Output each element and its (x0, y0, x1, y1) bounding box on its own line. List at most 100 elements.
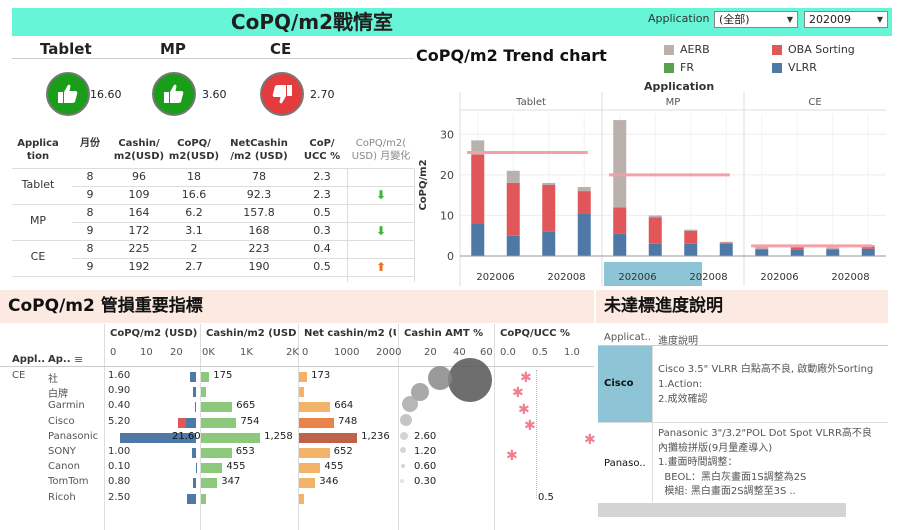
copq-bar (192, 387, 196, 398)
table-row-divider (72, 186, 414, 187)
copq-bar (193, 478, 196, 489)
net-cashin-bar (299, 372, 308, 382)
horizontal-scrollbar[interactable] (598, 503, 846, 517)
indicator-header-divider (0, 366, 594, 367)
thumbs-up-icon (58, 84, 78, 103)
period-filter-dropdown[interactable]: 202009 ▼ (804, 11, 888, 28)
copq-value: 0.10 (108, 461, 131, 473)
sort-icon[interactable]: ≡ (74, 353, 84, 366)
indicator-col-divider (298, 324, 299, 530)
trend-chart: CoPQ/m2 0 10 20 30 Tablet 202006 202008 MP 202006… (418, 92, 886, 286)
table-cell-copq: 2.7 (185, 260, 203, 273)
application-filter-value: (全部) (719, 13, 750, 26)
y-tick-label: 0 (447, 250, 454, 263)
net-cashin-bar (299, 478, 316, 489)
kpi-status-circle (46, 72, 90, 116)
notes-header-app: Applicat.. (604, 332, 651, 343)
indicator-row-name: SONY (48, 446, 76, 457)
cashin-bar (201, 478, 218, 489)
copq-value: 1.00 (108, 446, 131, 457)
bar-segment-oba-sorting (471, 154, 485, 224)
copq-value: 5.20 (108, 415, 131, 427)
legend-swatch (772, 63, 782, 73)
cashin-amt-bubble (400, 432, 408, 440)
kpi-divider (12, 58, 414, 59)
bar-segment-aerb (719, 241, 733, 243)
table-row-app-label: Tablet (21, 178, 55, 191)
net-cashin-bar (299, 402, 331, 413)
table-row-app-label: MP (29, 214, 47, 227)
indicator-col-divider (398, 324, 399, 530)
indicator-column-header: Net cashin/m2 (U.. (304, 328, 396, 339)
cashin-value: 754 (240, 415, 260, 427)
cashin-bar (201, 493, 206, 504)
bar-segment-oba-sorting (506, 182, 520, 236)
net-cashin-value: 173 (311, 370, 331, 381)
cashin-value: 1,258 (264, 430, 293, 442)
table-header-cell: NetCashin /m2 (USD) (230, 138, 288, 162)
net-cashin-value: 664 (334, 400, 354, 412)
net-cashin-bar (299, 448, 330, 458)
facet-header-bg (460, 92, 602, 110)
net-cashin-value: 748 (338, 415, 358, 427)
thumbs-down-icon (272, 85, 292, 104)
table-cell-cashin: 192 (128, 260, 150, 273)
table-cell-cashin: 109 (128, 188, 150, 201)
indicator-axis-tick: 1.0 (564, 347, 580, 358)
kpi-value-ce: 2.70 (310, 88, 335, 101)
notes-row-line: BEOL：黑白灰畫面1S調整為2S (658, 471, 807, 483)
ucc-marker-icon: ✱ (520, 370, 532, 386)
bar-segment-oba-sorting (684, 230, 698, 244)
indicator-axis-tick: 40 (453, 347, 466, 358)
copq-bar (177, 417, 196, 428)
bar-segment-oba-sorting (790, 247, 804, 250)
bar-segment-vlrr (542, 231, 556, 256)
indicator-axis-tick: 2K (286, 347, 299, 358)
notes-row-line: 內攤檢拼版(9月量產導入) (658, 442, 773, 454)
table-row-app-label: CE (30, 250, 46, 263)
indicator-axis-tick: 1K (240, 347, 253, 358)
indicator-axis-tick: 60 (480, 347, 493, 358)
table-cell-copq: 6.2 (185, 206, 203, 219)
table-cell-month: 9 (86, 188, 94, 201)
table-cell-ucc: 2.3 (313, 188, 331, 201)
cashin-amt-value: 0.60 (414, 461, 437, 473)
copq-value: 0.80 (108, 476, 131, 488)
row-header-application: Appl.. (12, 354, 46, 365)
ucc-marker-icon: ✱ (524, 418, 536, 434)
copq-bar (190, 372, 196, 382)
table-row-divider (72, 258, 414, 259)
indicator-axis-tick: 20 (170, 347, 183, 358)
legend-swatch (664, 45, 674, 55)
table-row-divider (12, 276, 414, 277)
bar-segment-vlrr (684, 243, 698, 256)
copq-bar (119, 432, 196, 443)
ucc-marker-icon: ✱ (512, 385, 524, 401)
cashin-bar (201, 417, 237, 428)
cashin-amt-bubble (448, 358, 492, 402)
kpi-section-title: CoPQ/m2 管損重要指標 (8, 296, 203, 316)
y-tick-label: 20 (440, 169, 454, 182)
net-cashin-bar (299, 463, 321, 474)
table-header-cell: Cashin/ m2(USD) (113, 138, 165, 162)
bar-segment-oba-sorting (719, 242, 733, 244)
table-cell-copq: 16.6 (181, 188, 207, 201)
cashin-value: 175 (213, 370, 233, 381)
notes-row-line: 模組: 黑白畫面2S調整至3S .. (658, 486, 796, 498)
kpi-value-tablet: 16.60 (90, 88, 122, 101)
application-filter-dropdown[interactable]: (全部) ▼ (714, 11, 798, 28)
table-cell-ucc: 0.3 (313, 224, 331, 237)
legend-label: AERB (680, 43, 710, 56)
notes-col-divider (652, 346, 653, 502)
net-cashin-bar (299, 417, 335, 428)
notes-row-line: 1.Action: (658, 379, 703, 390)
notes-row-line: Cisco 3.5" VLRR 白點高不良, 啟動廠外Sorting (658, 364, 874, 375)
table-cell-cashin: 225 (128, 242, 150, 255)
copq-value: 1.60 (108, 370, 131, 381)
bar-segment-aerb (506, 170, 520, 183)
copq-value: 0.90 (108, 385, 131, 397)
notes-row-app: Cisco (604, 378, 634, 389)
kpi-status-circle (260, 72, 304, 116)
kpi-label-mp: MP (160, 40, 186, 58)
indicator-axis-tick: 2000 (376, 347, 402, 358)
